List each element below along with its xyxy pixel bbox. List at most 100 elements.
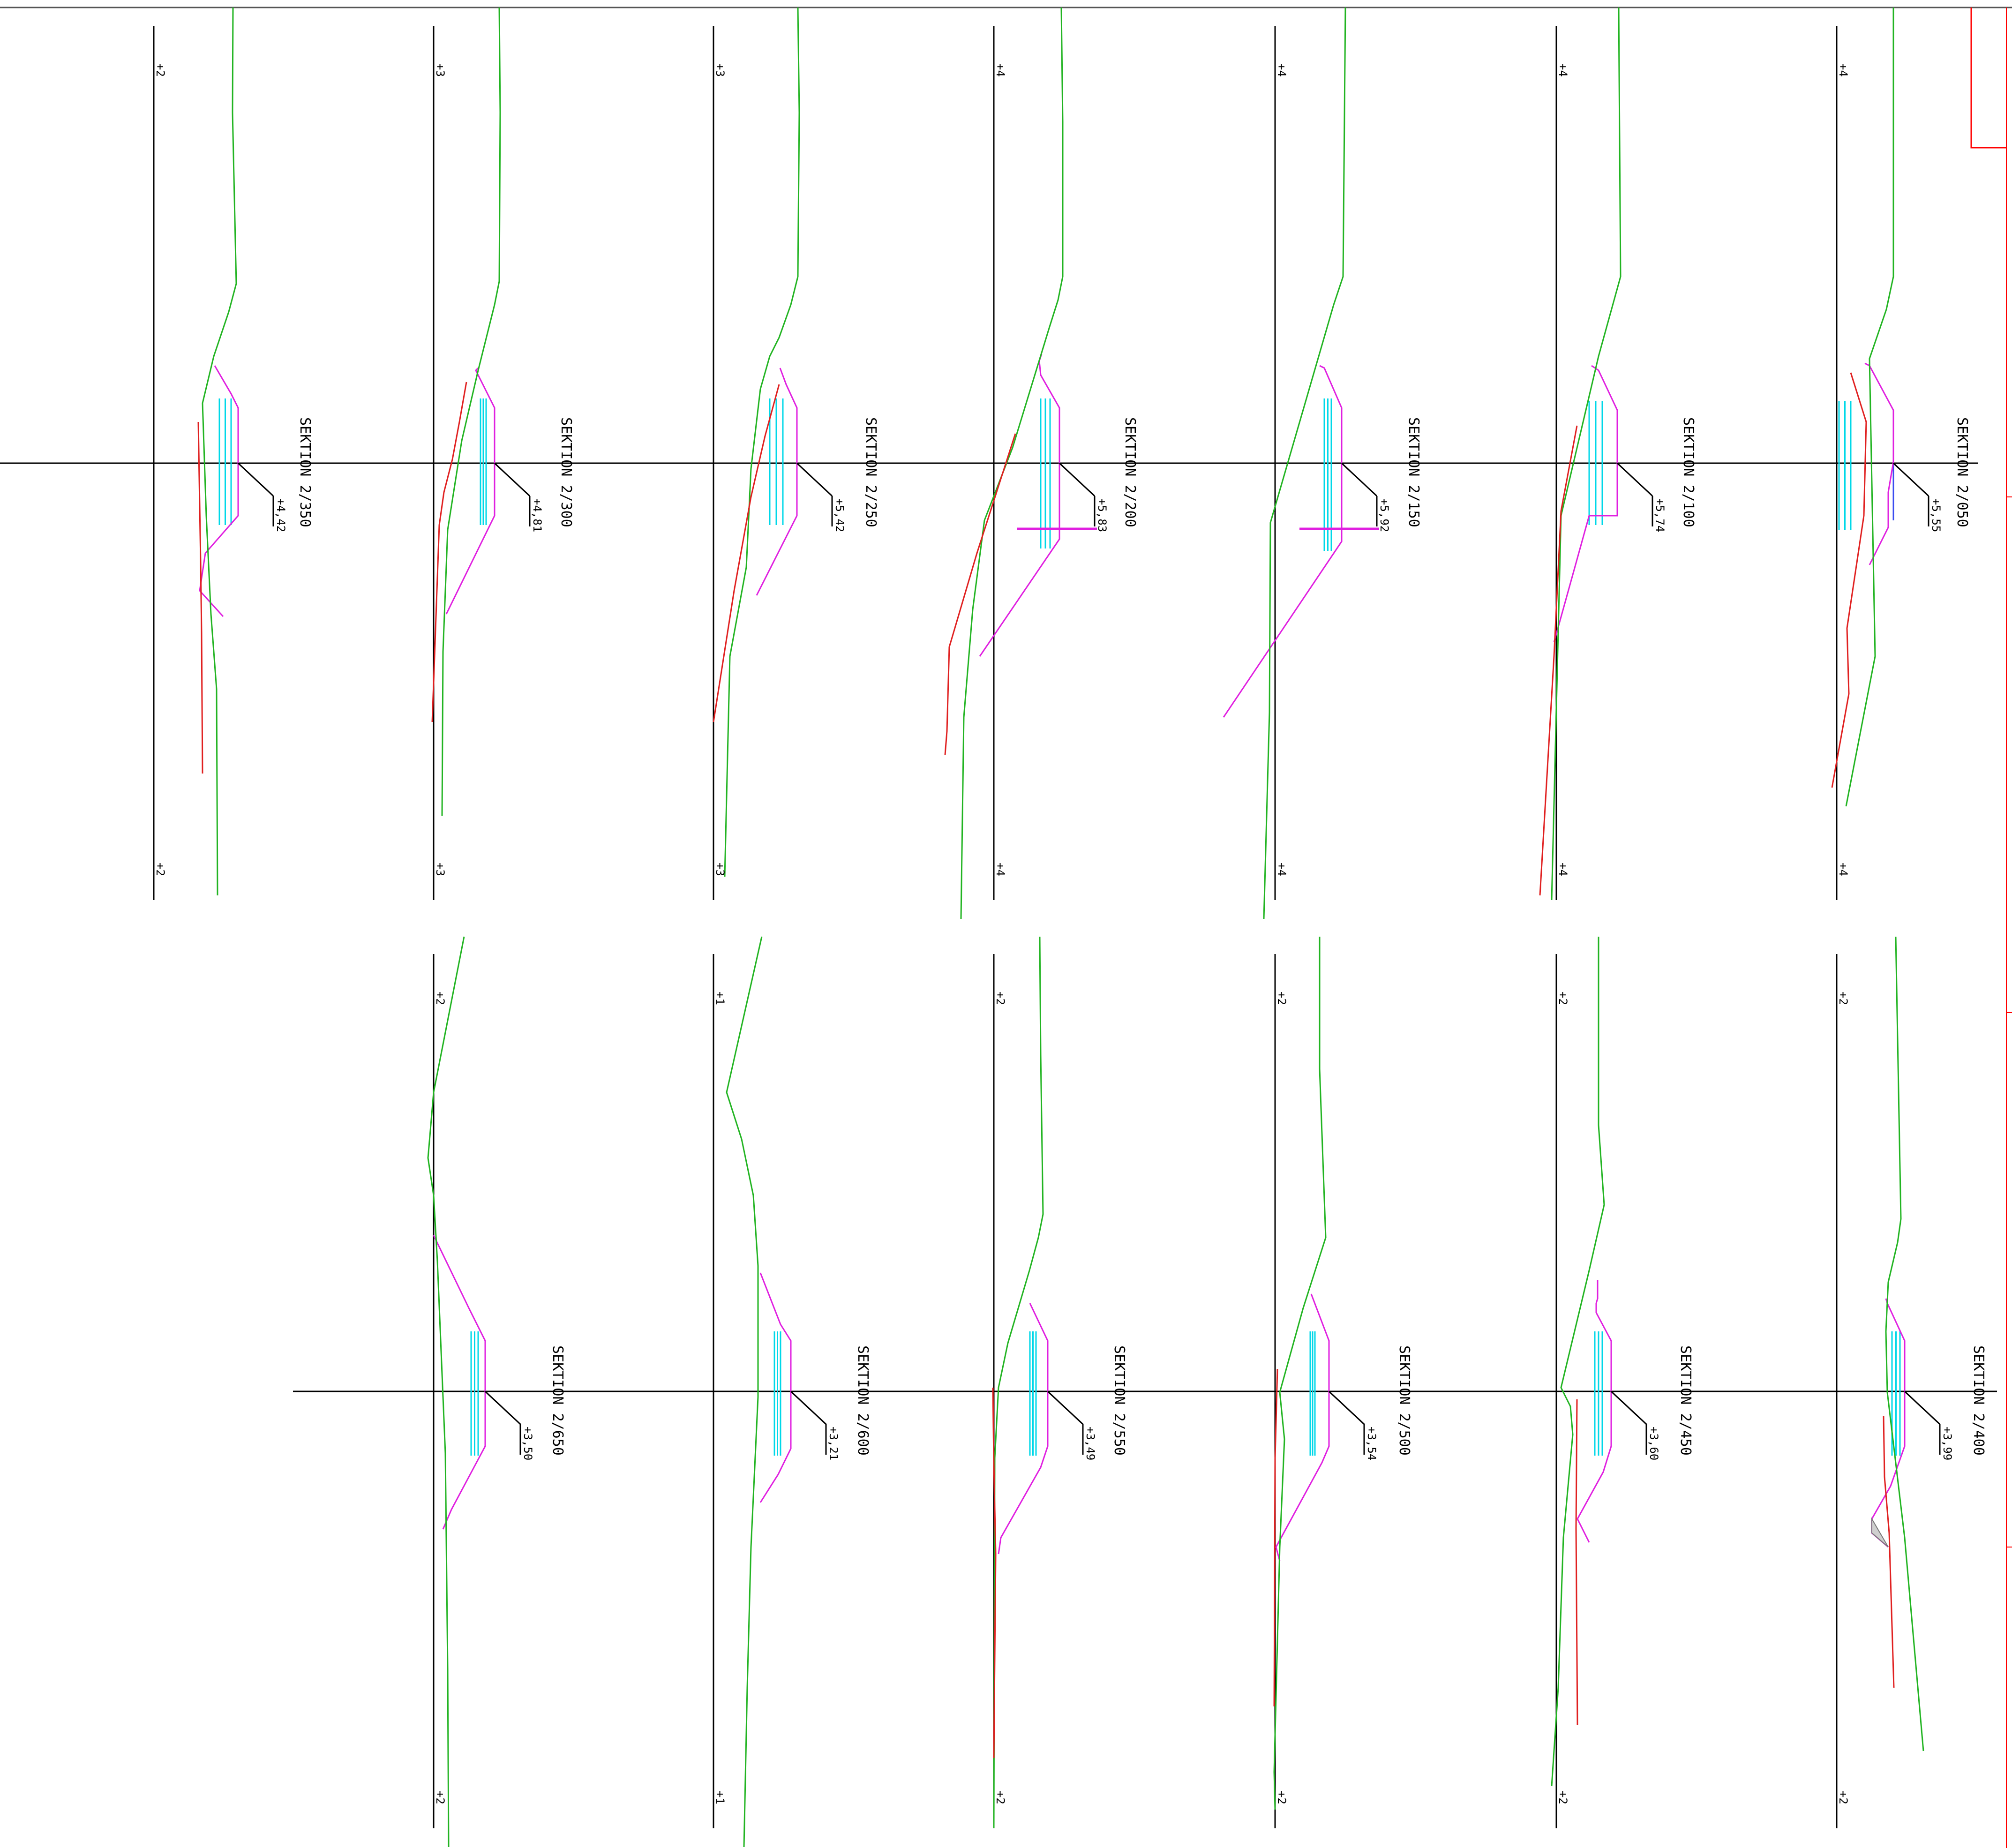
section-2-200: +5,83 +4 +4 SEKTION 2/200	[944, 7, 1138, 919]
section-2-500: +3,54 +2 +2 SEKTION 2/500	[1273, 937, 1412, 1828]
section-title: SEKTION 2/050	[1954, 417, 1970, 527]
terrain-profile	[441, 7, 501, 816]
channel-profile	[759, 1272, 792, 1503]
terrain-profile	[726, 936, 763, 1848]
elevation-leader	[1047, 1390, 1084, 1425]
channel-profile	[1577, 1280, 1612, 1543]
elevation-label: +3,99	[1941, 1427, 1954, 1460]
top-benchmark-label: +2	[154, 63, 167, 77]
elevation-label: +5,83	[1096, 498, 1109, 532]
elevation-leader	[1616, 462, 1653, 497]
elevation-label: +4,81	[531, 498, 544, 532]
bottom-benchmark-label: +2	[994, 1791, 1007, 1804]
channel-profile	[199, 365, 239, 617]
old-profile	[992, 1387, 997, 1758]
elevation-leader	[1892, 462, 1929, 497]
top-benchmark-label: +2	[1556, 992, 1569, 1005]
elevation-leader	[1610, 1390, 1647, 1425]
elevation-label: +3,49	[1084, 1427, 1097, 1460]
top-benchmark-label: +2	[994, 992, 1007, 1005]
elevation-label: +5,55	[1929, 498, 1943, 532]
drawing-frame	[0, 7, 2012, 1848]
elevation-label: +3,54	[1365, 1427, 1378, 1460]
section-2-300: +4,81 +3 +3 SEKTION 2/300	[431, 7, 574, 900]
section-2-450: +3,60 +2 +2 SEKTION 2/450	[1551, 937, 1694, 1828]
terrain-profile	[202, 7, 237, 896]
section-title: SEKTION 2/250	[863, 417, 879, 527]
top-benchmark-label: +2	[1275, 992, 1288, 1005]
terrain-profile	[1845, 8, 1894, 807]
old-profile	[431, 382, 467, 722]
section-2-250: +5,42 +3 +3 SEKTION 2/250	[713, 7, 879, 900]
section-title: SEKTION 2/150	[1405, 417, 1422, 527]
old-profile	[713, 384, 780, 722]
section-title: SEKTION 2/200	[1122, 417, 1138, 527]
elevation-leader	[494, 462, 531, 497]
terrain-profile	[1263, 7, 1346, 919]
elevation-label: +3,50	[521, 1427, 534, 1460]
terrain-profile	[1551, 7, 1622, 901]
old-profile	[197, 421, 203, 774]
terrain-profile	[427, 936, 465, 1848]
elevation-leader	[1904, 1390, 1941, 1425]
old-profile	[1273, 1368, 1278, 1707]
elevation-label: +5,74	[1653, 498, 1667, 532]
elevation-leader	[1059, 462, 1096, 497]
channel-profile	[1553, 365, 1618, 643]
elevation-leader	[1328, 1390, 1365, 1425]
bottom-benchmark-label: +3	[434, 863, 447, 876]
bottom-benchmark-label: +2	[154, 863, 167, 876]
section-title: SEKTION 2/500	[1396, 1345, 1412, 1456]
section-title: SEKTION 2/300	[558, 417, 574, 527]
bottom-benchmark-label: +2	[434, 1791, 447, 1804]
bottom-benchmark-label: +2	[1556, 1791, 1569, 1804]
top-benchmark-label: +4	[1837, 63, 1850, 77]
bottom-benchmark-label: +4	[1837, 863, 1850, 876]
section-title: SEKTION 2/350	[297, 417, 313, 527]
terrain-profile	[1273, 937, 1327, 1810]
bottom-benchmark-label: +4	[1275, 863, 1288, 876]
channel-profile	[998, 1303, 1049, 1555]
bottom-benchmark-label: +1	[713, 1791, 727, 1804]
bottom-benchmark-label: +3	[713, 863, 727, 876]
top-benchmark-label: +4	[1275, 63, 1288, 77]
channel-profile	[1223, 365, 1343, 718]
channel-profile	[445, 367, 495, 615]
old-profile	[1883, 1415, 1895, 1688]
title-block-corner	[1970, 8, 2006, 149]
section-title: SEKTION 2/550	[1111, 1345, 1127, 1456]
elevation-label: +5,42	[833, 498, 846, 532]
bottom-benchmark-label: +2	[1275, 1791, 1288, 1804]
old-profile	[1831, 372, 1867, 788]
section-2-550: +3,49 +2 +2 SEKTION 2/550	[992, 936, 1127, 1829]
section-2-650: +3,50 +2 +2 SEKTION 2/650	[427, 936, 566, 1848]
terrain-profile	[993, 936, 1044, 1829]
terrain-profile	[1885, 936, 1924, 1751]
top-benchmark-label: +3	[713, 63, 727, 77]
top-benchmark-label: +2	[1837, 992, 1850, 1005]
section-2-050: +5,55 +4 +4 SEKTION 2/050	[1831, 8, 1970, 900]
section-2-150: +5,92 +4 +4 SEKTION 2/150	[1223, 7, 1422, 919]
old-profile	[1539, 425, 1578, 896]
section-title: SEKTION 2/650	[549, 1345, 566, 1456]
bottom-benchmark-label: +2	[1837, 1791, 1850, 1804]
elevation-label: +4,42	[274, 498, 287, 532]
elevation-leader	[796, 462, 833, 497]
elevation-leader	[484, 1390, 521, 1425]
elevation-label: +3,60	[1647, 1427, 1660, 1460]
section-2-350: +4,42 +2 +2 SEKTION 2/350	[153, 7, 313, 900]
top-benchmark-label: +1	[713, 992, 727, 1005]
old-profile	[1575, 1399, 1578, 1726]
section-2-600: +3,21 +1 +1 SEKTION 2/600	[713, 936, 871, 1848]
old-profile	[944, 433, 1016, 755]
elevation-leader	[237, 462, 274, 497]
top-benchmark-label: +3	[434, 63, 447, 77]
top-benchmark-label: +4	[1556, 63, 1569, 77]
fill-triangle	[1871, 1517, 1889, 1548]
elevation-leader	[790, 1390, 827, 1425]
bottom-benchmark-label: +4	[994, 863, 1007, 876]
section-2-400: +3,99 +2 +2 SEKTION 2/400	[1836, 936, 1987, 1828]
section-2-100: +5,74 +4 +4 SEKTION 2/100	[1539, 7, 1697, 901]
section-title: SEKTION 2/100	[1680, 417, 1697, 527]
